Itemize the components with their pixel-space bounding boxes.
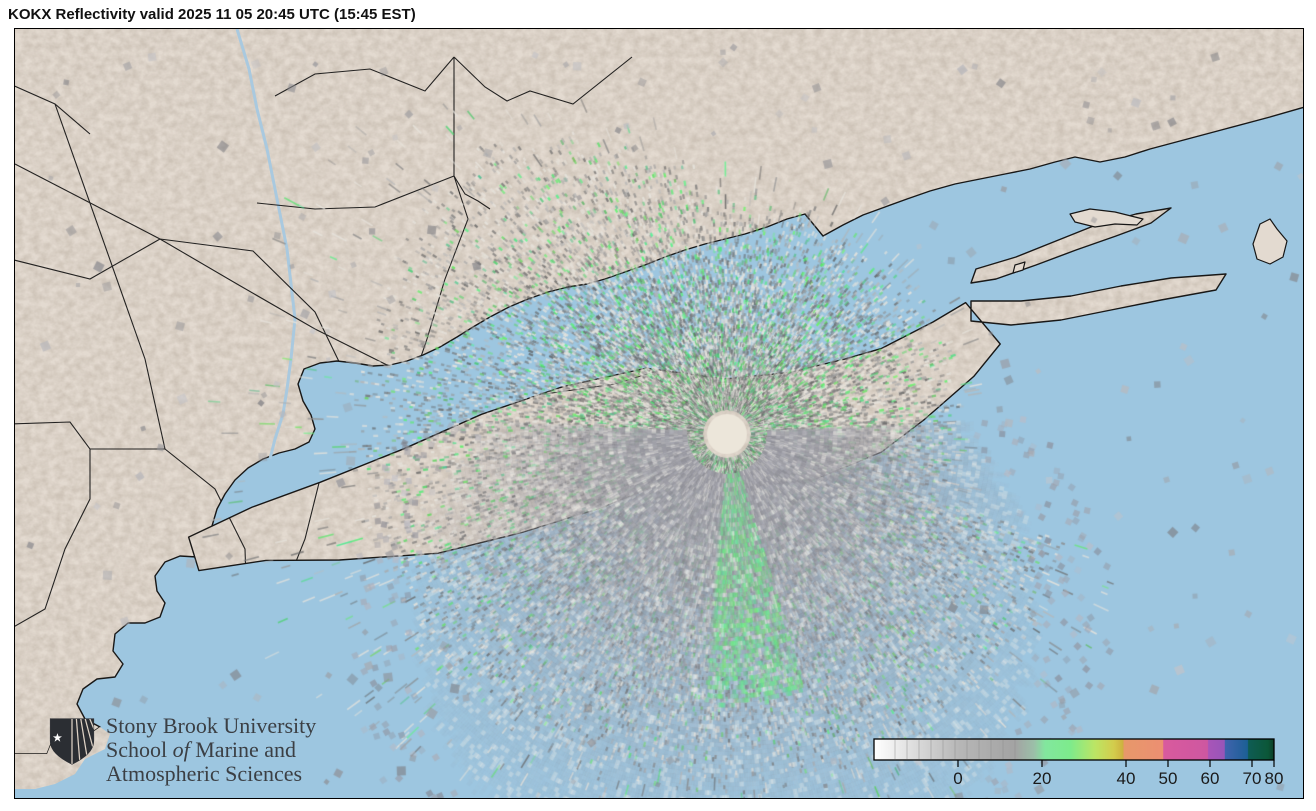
svg-text:40: 40 — [1117, 769, 1136, 788]
svg-text:60: 60 — [1201, 769, 1220, 788]
svg-text:0: 0 — [953, 769, 962, 788]
svg-text:70: 70 — [1243, 769, 1262, 788]
svg-text:20: 20 — [1033, 769, 1052, 788]
svg-text:80: 80 — [1265, 769, 1284, 788]
svg-text:50: 50 — [1159, 769, 1178, 788]
